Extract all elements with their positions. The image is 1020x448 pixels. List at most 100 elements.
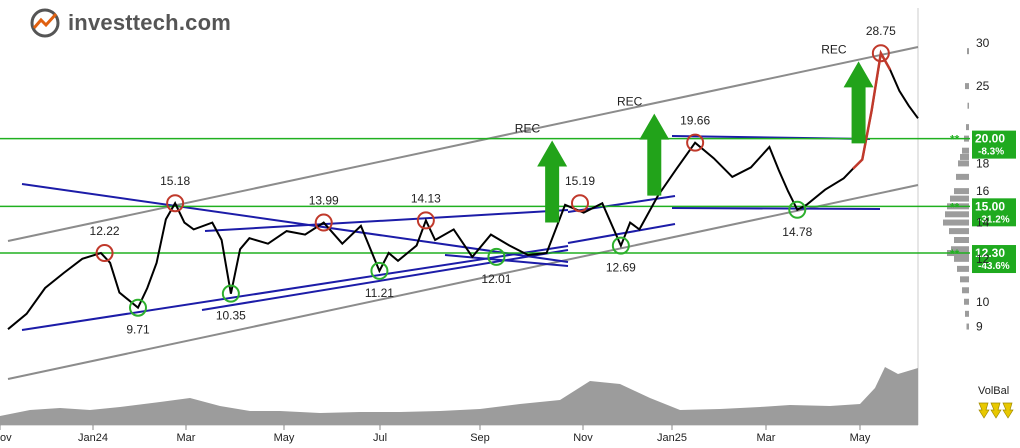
y-tick-label: 16	[976, 184, 990, 198]
y-tick-label: 10	[976, 295, 990, 309]
x-tick-label: May	[274, 432, 295, 444]
volume-profile-bar	[957, 265, 969, 272]
x-tick-label: ov	[0, 432, 12, 444]
volbal-arrow-icon	[1002, 402, 1014, 419]
volume-profile-bar	[954, 255, 969, 262]
level-change: -8.3%	[978, 147, 1004, 158]
level-change: -31.2%	[978, 214, 1010, 225]
volume-profile-bar	[962, 287, 969, 294]
trend-line-blue	[671, 207, 881, 210]
level-value: 15.00	[975, 199, 1005, 213]
y-tick-label: 25	[976, 79, 990, 93]
trend-line-blue	[204, 209, 569, 232]
volume-profile-bar	[958, 160, 969, 167]
peak-label: 15.18	[160, 174, 190, 188]
peak-circle	[686, 133, 705, 152]
level-box	[972, 130, 1016, 159]
level-value: 20.00	[975, 132, 1005, 146]
volbal-arrow-icon	[990, 402, 1002, 419]
x-tick-label: Jan24	[78, 432, 108, 444]
level-marker: **	[950, 247, 960, 261]
trough-circle	[788, 200, 807, 219]
volume-profile-bar	[954, 237, 969, 244]
peak-label: 12.01	[481, 272, 511, 286]
trend-line-blue	[444, 254, 569, 267]
volbal-label: VolBal	[978, 385, 1009, 397]
trough-circle	[129, 298, 147, 317]
volume-profile-bar	[945, 211, 969, 218]
volume-profile-bar	[960, 276, 969, 283]
trend-channel-upper	[7, 46, 919, 242]
volume-profile-bar	[965, 83, 969, 90]
peak-circle	[571, 194, 589, 213]
signal-label: REC	[821, 42, 847, 56]
volume-profile-bar	[967, 48, 969, 55]
trend-line-blue	[21, 245, 569, 331]
trend-line-blue	[21, 183, 569, 263]
y-tick-label: 12	[976, 252, 990, 266]
peak-label: 15.19	[565, 174, 595, 188]
y-tick-label: 14	[976, 216, 990, 230]
volume-profile-bar	[943, 219, 969, 226]
peak-label: 12.69	[606, 261, 636, 275]
peak-label: 9.71	[126, 323, 150, 337]
level-value: 12.30	[975, 246, 1005, 260]
level-marker: **	[950, 133, 960, 147]
peak-label: 14.13	[411, 191, 441, 205]
volume-profile-bar	[966, 124, 969, 131]
logo-text: investtech.com	[68, 10, 231, 35]
peak-label: 13.99	[309, 194, 339, 208]
x-tick-label: Jul	[373, 432, 387, 444]
buy-signal-arrow	[639, 113, 670, 196]
x-tick-label: Mar	[757, 432, 776, 444]
logo-chart-icon	[30, 8, 60, 38]
volume-profile-bar	[965, 310, 969, 317]
peak-circle	[416, 211, 435, 230]
x-tick-label: May	[850, 432, 871, 444]
x-tick-label: Sep	[470, 432, 490, 444]
buy-signal-arrow	[537, 140, 568, 223]
y-tick-label: 9	[976, 320, 983, 334]
peak-label: 14.78	[782, 225, 812, 239]
volume-profile-bar	[966, 323, 969, 330]
trough-circle	[487, 247, 506, 266]
volume-profile-bar	[962, 147, 969, 154]
peak-label: 12.22	[90, 224, 120, 238]
logo: investtech.com	[30, 8, 231, 38]
trough-circle	[611, 236, 630, 255]
volume-profile-bar	[960, 153, 969, 160]
level-change: -43.6%	[978, 261, 1010, 272]
trough-circle	[221, 284, 240, 303]
trough-circle	[370, 261, 389, 280]
volume-profile-bar	[967, 102, 969, 109]
y-tick-label: 30	[976, 36, 990, 50]
volbal-arrow-icon	[978, 402, 990, 419]
volume-profile-bar	[949, 228, 969, 235]
trend-line-blue	[567, 223, 676, 244]
x-tick-label: Nov	[573, 432, 593, 444]
signal-label: REC	[515, 122, 541, 136]
peak-label: 19.66	[680, 114, 710, 128]
peak-label: 28.75	[866, 24, 896, 38]
volume-area	[0, 367, 918, 425]
price-line-breakout	[852, 49, 892, 170]
signal-label: REC	[617, 95, 643, 109]
level-box	[972, 198, 1016, 227]
volume-profile-bar	[956, 173, 969, 180]
volume-profile-bar	[954, 188, 969, 195]
y-tick-label: 18	[976, 156, 990, 170]
x-tick-label: Mar	[177, 432, 196, 444]
peak-circle	[871, 44, 890, 63]
volume-profile-bar	[951, 246, 969, 253]
volume-profile-bar	[964, 298, 969, 305]
buy-signal-arrow	[843, 61, 874, 144]
peak-label: 10.35	[216, 309, 246, 323]
price-line	[7, 50, 919, 330]
volume-profile-bar	[950, 195, 969, 202]
peak-label: 11.21	[365, 286, 394, 300]
x-tick-label: Jan25	[657, 432, 687, 444]
peak-circle	[166, 194, 185, 213]
level-box	[972, 245, 1016, 274]
peak-circle	[95, 244, 114, 263]
